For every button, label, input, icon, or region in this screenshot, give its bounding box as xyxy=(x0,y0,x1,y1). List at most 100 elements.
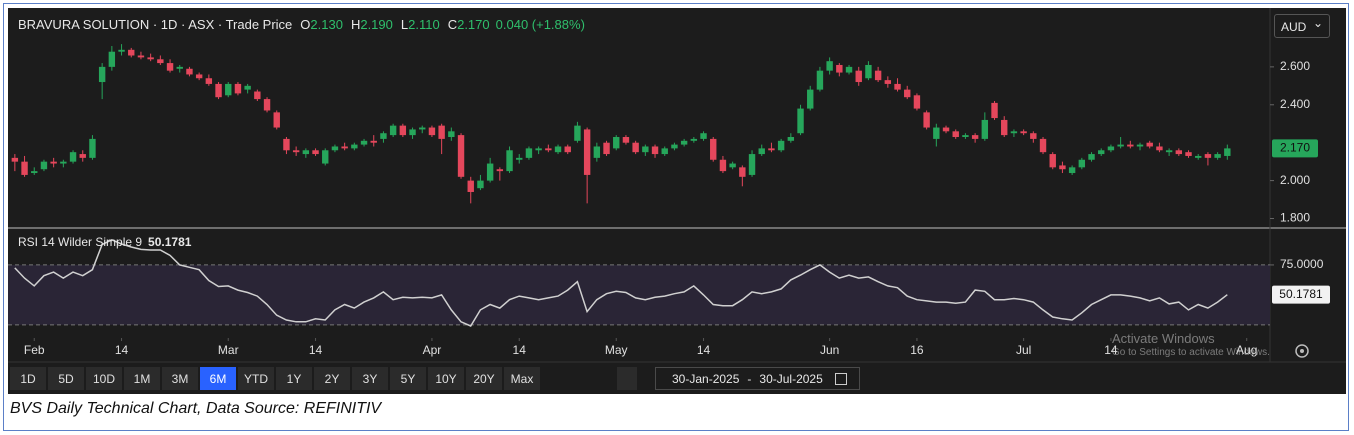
candle-body xyxy=(1020,131,1027,134)
candle-body xyxy=(642,146,649,153)
candle-body xyxy=(1136,144,1144,147)
y-tick-label: 2.400 xyxy=(1280,97,1310,111)
legend-value: 2.130 xyxy=(310,17,343,32)
range-button[interactable]: 1M xyxy=(124,367,160,390)
y-tick-label: 2.600 xyxy=(1280,59,1310,73)
candle-body xyxy=(438,125,445,139)
frame xyxy=(3,3,1349,431)
range-button[interactable]: 3Y xyxy=(352,367,388,390)
candle-body xyxy=(622,137,630,143)
candle-body xyxy=(913,95,921,109)
candle-body xyxy=(1156,146,1163,151)
x-tick-label: 14 xyxy=(513,343,527,357)
candle-body xyxy=(419,127,426,130)
candle-body xyxy=(632,142,639,153)
candle-body xyxy=(739,167,746,177)
rsi-value-label: 50.1781 xyxy=(1279,287,1323,301)
x-tick-label: 16 xyxy=(910,343,924,357)
candle-body xyxy=(971,135,979,139)
range-button[interactable]: 20Y xyxy=(466,367,502,390)
toolbar-settings[interactable] xyxy=(617,367,637,390)
range-button[interactable]: Max xyxy=(504,367,540,390)
candle-body xyxy=(225,83,232,96)
candle-body xyxy=(292,150,300,153)
candle-body xyxy=(137,55,145,58)
date-range[interactable]: 30-Jan-2025-30-Jul-2025 xyxy=(655,367,860,390)
range-button[interactable]: 6M xyxy=(200,367,236,390)
candle-body xyxy=(98,66,106,83)
candle-body xyxy=(389,125,397,136)
legend-value: 2.190 xyxy=(360,17,393,32)
candle-body xyxy=(380,133,387,139)
watermark-text: Go to Settings to activate Windows. xyxy=(1112,347,1270,358)
candle-body xyxy=(496,169,504,172)
legend-value: 2.110 xyxy=(408,17,440,32)
candle-body xyxy=(273,112,280,128)
range-button[interactable]: 3M xyxy=(162,367,198,390)
candle-body xyxy=(1195,155,1202,158)
currency-select[interactable]: AUD xyxy=(1274,14,1330,38)
candle-body xyxy=(991,102,998,119)
candle-body xyxy=(535,148,542,151)
range-button[interactable]: 2Y xyxy=(314,367,350,390)
candle-body xyxy=(1088,154,1095,160)
candle-body xyxy=(50,161,57,164)
y-tick-label: 75.0000 xyxy=(1280,257,1324,271)
candle-body xyxy=(593,146,601,158)
candle-body xyxy=(283,138,290,151)
range-button[interactable]: 5D xyxy=(48,367,84,390)
range-button[interactable]: 10Y xyxy=(428,367,464,390)
candle-body xyxy=(525,148,533,158)
date-separator: - xyxy=(747,371,752,386)
range-button[interactable]: 1D xyxy=(10,367,46,390)
watermark: Activate Windows Go to Settings to activa… xyxy=(1112,332,1270,360)
candle-body xyxy=(942,127,950,132)
candle-body xyxy=(865,64,872,79)
range-button[interactable]: YTD xyxy=(238,367,274,390)
candle-body xyxy=(1214,154,1221,158)
candle-body xyxy=(1204,154,1212,158)
candle-body xyxy=(205,78,213,84)
y-tick-label: 1.800 xyxy=(1280,211,1310,225)
range-button[interactable]: 10D xyxy=(86,367,122,390)
candle-body xyxy=(1030,133,1037,139)
candle-body xyxy=(729,163,736,168)
range-button[interactable]: 1Y xyxy=(276,367,312,390)
candles xyxy=(11,44,1231,204)
candle-body xyxy=(341,146,348,149)
settings-icon[interactable] xyxy=(1295,344,1309,358)
candle-body xyxy=(254,91,261,100)
candle-body xyxy=(1049,154,1056,168)
candle-body xyxy=(1059,165,1066,170)
candle-body xyxy=(661,148,668,155)
date-to: 30-Jul-2025 xyxy=(759,371,823,386)
candle-body xyxy=(428,127,436,136)
date-from: 30-Jan-2025 xyxy=(672,371,740,386)
candle-body xyxy=(263,99,271,111)
candle-body xyxy=(923,112,930,128)
candle-body xyxy=(904,89,911,98)
candle-body xyxy=(467,180,474,192)
candle-body xyxy=(360,140,368,145)
candle-body xyxy=(651,146,659,155)
candle-body xyxy=(1098,150,1105,155)
candle-body xyxy=(234,83,242,94)
rsi-value-tag xyxy=(1272,285,1330,304)
range-button[interactable]: 5Y xyxy=(390,367,426,390)
x-tick-label: 14 xyxy=(309,343,323,357)
candle-body xyxy=(710,138,717,160)
x-tick-label: Apr xyxy=(423,343,442,357)
candle-body xyxy=(11,157,19,162)
y-tick-label: 2.000 xyxy=(1280,173,1310,187)
last-price-label: 2.170 xyxy=(1280,141,1310,155)
candle-body xyxy=(1175,150,1183,155)
candle-body xyxy=(603,142,610,155)
candle-body xyxy=(399,125,407,136)
candle-body xyxy=(322,150,329,164)
candle-body xyxy=(370,140,377,143)
candle-body xyxy=(836,64,843,73)
candle-body xyxy=(554,146,562,153)
candle-body xyxy=(855,70,862,83)
candle-body xyxy=(1001,119,1008,136)
